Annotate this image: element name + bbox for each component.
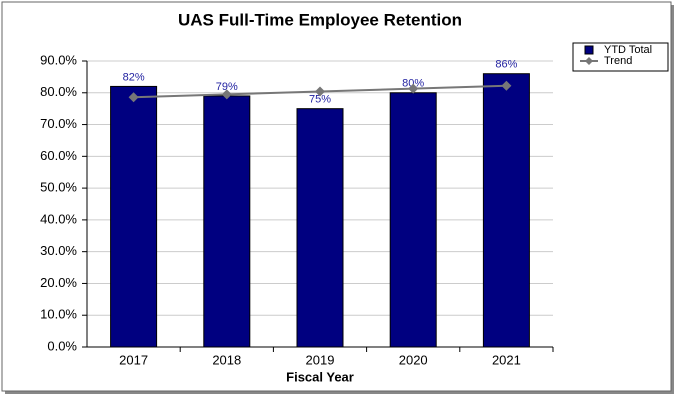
- x-tick-label: 2017: [119, 352, 148, 367]
- y-tick-label: 20.0%: [40, 275, 77, 290]
- bar: [203, 95, 251, 348]
- trend-marker: [501, 80, 512, 91]
- y-tick-label: 10.0%: [40, 307, 77, 322]
- bar: [110, 85, 158, 348]
- y-tick-label: 50.0%: [40, 180, 77, 195]
- legend-label: YTD Total: [604, 44, 652, 56]
- y-tick-label: 80.0%: [40, 84, 77, 99]
- legend-label: Trend: [604, 55, 632, 67]
- x-tick-label: 2020: [399, 352, 428, 367]
- x-tick-label: 2019: [306, 352, 335, 367]
- bar: [482, 73, 530, 348]
- x-tick-label: 2018: [212, 352, 241, 367]
- bar: [296, 108, 344, 348]
- y-tick-label: 40.0%: [40, 211, 77, 226]
- trend-marker: [221, 89, 232, 100]
- data-label: 80%: [402, 78, 424, 90]
- data-label: 79%: [216, 81, 238, 93]
- chart-title: UAS Full-Time Employee Retention: [178, 10, 462, 29]
- y-tick-label: 30.0%: [40, 243, 77, 258]
- trend-marker: [408, 83, 419, 94]
- trend-marker: [128, 92, 139, 103]
- data-label: 75%: [309, 94, 331, 106]
- y-tick-label: 60.0%: [40, 148, 77, 163]
- y-tick-label: 0.0%: [47, 338, 77, 353]
- y-tick-label: 90.0%: [40, 52, 77, 67]
- data-label: 82%: [123, 71, 145, 83]
- x-axis-label: Fiscal Year: [286, 369, 354, 384]
- x-tick-label: 2021: [492, 352, 521, 367]
- legend-box: [572, 42, 669, 72]
- y-tick-label: 70.0%: [40, 116, 77, 131]
- data-label: 86%: [495, 59, 517, 71]
- bar: [389, 92, 437, 348]
- legend-swatch: [584, 45, 594, 55]
- legend-marker: [585, 57, 593, 65]
- trend-marker: [315, 86, 325, 97]
